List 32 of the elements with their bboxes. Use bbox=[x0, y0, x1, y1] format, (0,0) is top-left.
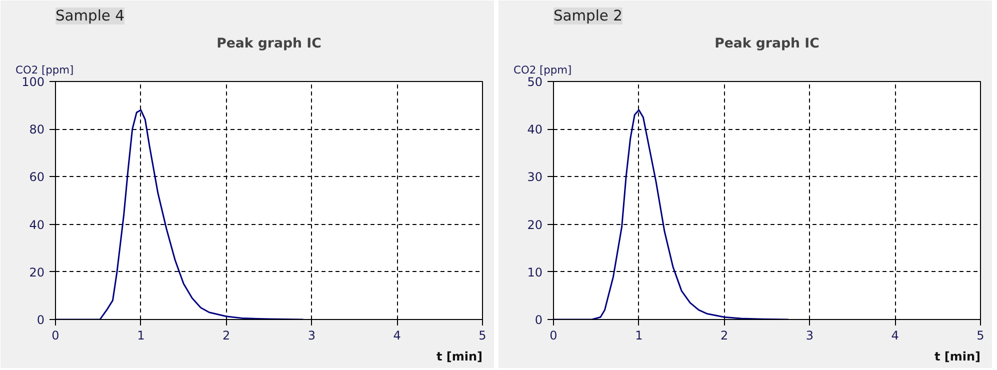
y-tick-label: 10 bbox=[527, 265, 543, 280]
y-tick-label: 0 bbox=[534, 313, 543, 327]
x-axis-title: t [min] bbox=[436, 350, 483, 364]
chart-title: Sample 2 bbox=[554, 8, 622, 24]
y-tick-label: 60 bbox=[29, 170, 45, 184]
y-tick-label: 20 bbox=[527, 218, 543, 232]
x-tick-label: 5 bbox=[976, 328, 984, 342]
y-axis-title: CO2 [ppm] bbox=[16, 64, 74, 76]
x-tick-label: 2 bbox=[720, 328, 728, 342]
x-tick-label: 1 bbox=[137, 328, 145, 342]
y-tick-label: 50 bbox=[527, 75, 543, 89]
x-tick-label: 3 bbox=[308, 328, 316, 342]
x-tick-label: 3 bbox=[806, 328, 814, 342]
chart-title: Sample 4 bbox=[56, 8, 124, 24]
y-tick-label: 0 bbox=[36, 313, 45, 327]
y-tick-label: 40 bbox=[527, 122, 543, 137]
y-axis-title: CO2 [ppm] bbox=[514, 64, 572, 76]
y-tick-label: 100 bbox=[22, 75, 44, 89]
y-tick-label: 80 bbox=[29, 122, 45, 137]
x-tick-label: 0 bbox=[52, 328, 60, 342]
x-axis-title: t [min] bbox=[934, 350, 981, 364]
y-tick-label: 40 bbox=[29, 218, 45, 232]
x-tick-label: 0 bbox=[550, 328, 558, 342]
x-tick-label: 4 bbox=[891, 328, 899, 342]
chart-subtitle: Peak graph IC bbox=[216, 36, 322, 52]
x-tick-label: 1 bbox=[635, 328, 643, 342]
y-tick-label: 20 bbox=[29, 265, 45, 280]
x-tick-label: 4 bbox=[393, 328, 401, 342]
x-tick-label: 5 bbox=[478, 328, 486, 342]
y-tick-label: 30 bbox=[527, 170, 543, 184]
chart-subtitle: Peak graph IC bbox=[714, 36, 820, 52]
x-tick-label: 2 bbox=[222, 328, 230, 342]
